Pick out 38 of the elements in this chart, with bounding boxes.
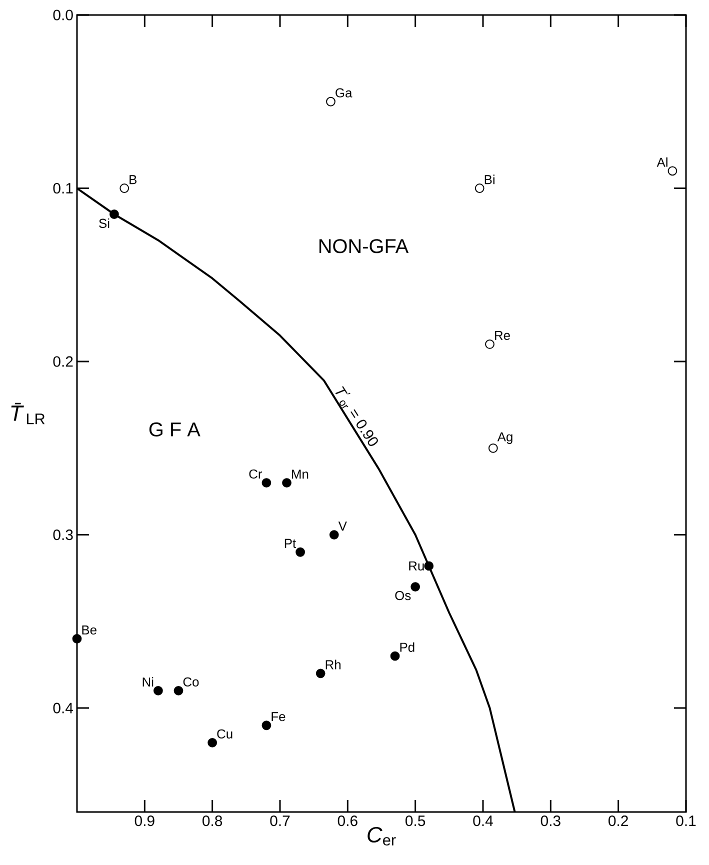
annotation: Pt [284, 538, 296, 548]
y-tick-label: 0.2 [53, 356, 73, 367]
annotation: Cr [249, 469, 262, 479]
x-tick-label: 0.5 [406, 816, 426, 826]
x-tick-label: 0.1 [676, 816, 696, 826]
annotation: Al [656, 157, 668, 167]
annotation: Ag [497, 432, 512, 444]
annotation: NON-GFA [319, 239, 409, 254]
annotation: Ni [142, 677, 154, 687]
x-tick-label: 0.7 [270, 816, 290, 826]
annotation: Ru [409, 561, 424, 570]
y-axis-title: T̄$_{LR}$ [11, 402, 45, 424]
y-tick-label: 0.1 [53, 182, 73, 194]
x-tick-label: 0.3 [540, 816, 560, 826]
annotation: Co [183, 677, 199, 687]
annotation: Si [99, 218, 110, 228]
annotation: G F A [149, 422, 200, 436]
annotation: Be [82, 626, 96, 635]
x-tick-label: 0.2 [608, 816, 628, 826]
annotation: B [130, 175, 137, 184]
annotation: Fe [272, 712, 286, 722]
annotation: Bi [484, 174, 494, 184]
annotation: V [338, 522, 347, 531]
x-tick-label: 0.9 [134, 816, 154, 826]
annotation: Mn [292, 470, 308, 479]
annotation: Rh [326, 660, 340, 670]
annotation: Os [395, 590, 411, 600]
x-tick-label: 0.8 [202, 816, 222, 826]
x-tick-label: 0.4 [473, 816, 493, 826]
y-tick-label: 0.4 [53, 702, 74, 714]
annotation: Cu [217, 729, 232, 739]
y-tick-label: 0.0 [53, 10, 73, 20]
annotation: Re [495, 330, 510, 340]
annotation: Pd [400, 642, 414, 652]
annotation: Ga [336, 88, 352, 98]
x-axis-title: C$_{er}$ [368, 826, 396, 846]
y-tick-label: 0.3 [53, 529, 73, 540]
x-tick-label: 0.6 [338, 816, 358, 826]
